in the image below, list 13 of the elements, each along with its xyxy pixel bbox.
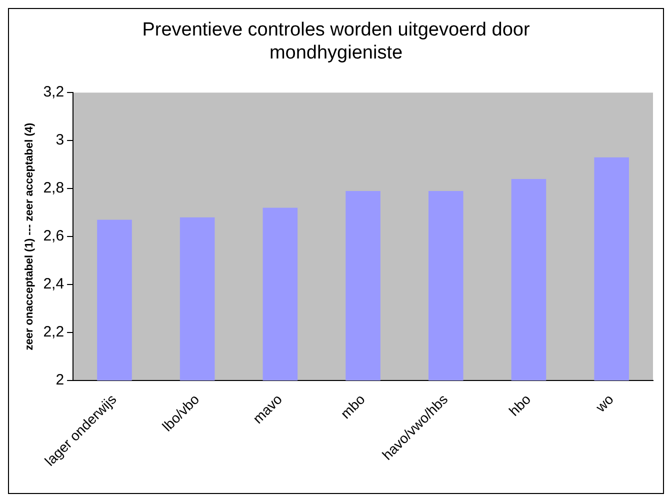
y-tick-label: 2,8 xyxy=(43,180,64,197)
text: Preventieve controles worden uitgevoerd door xyxy=(142,20,530,41)
y-tick-label: 2 xyxy=(56,372,64,389)
y-axis-title: zeer onacceptabel (1) --- zeer acceptabel (4) xyxy=(24,122,36,350)
y-tick-label: 2,4 xyxy=(43,276,64,293)
x-tick-label: wo xyxy=(592,390,617,416)
x-tick-label: hbo xyxy=(506,390,534,419)
text: mondhygieniste xyxy=(269,42,403,64)
y-tick-label: 3 xyxy=(56,132,64,149)
y-tick-label: 2,6 xyxy=(43,228,64,245)
x-tick-label: mbo xyxy=(337,390,368,422)
y-tick-label: 2,2 xyxy=(43,324,64,341)
y-tick-label: 3,2 xyxy=(43,84,64,101)
